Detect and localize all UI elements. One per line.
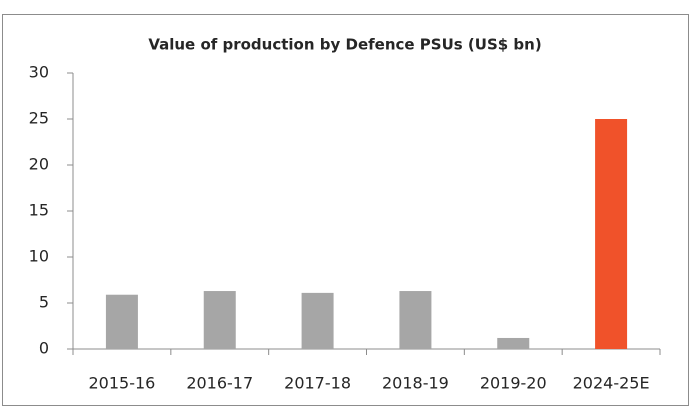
x-tick-label: 2018-19 (382, 374, 449, 393)
x-tick-label: 2024-25E (573, 374, 650, 393)
bar (497, 337, 530, 349)
x-tick-label: 2019-20 (480, 374, 547, 393)
bar (301, 292, 334, 349)
chart-border (2, 14, 689, 406)
y-tick-label: 10 (29, 247, 49, 266)
x-tick-label: 2016-17 (186, 374, 253, 393)
bar (105, 294, 138, 349)
bar (399, 291, 432, 349)
x-tick-label: 2017-18 (284, 374, 351, 393)
y-tick-label: 0 (39, 339, 49, 358)
chart-title: Value of production by Defence PSUs (US$… (148, 36, 541, 54)
y-tick-label: 15 (29, 201, 49, 220)
x-tick-label: 2015-16 (88, 374, 155, 393)
bar (595, 119, 628, 349)
y-tick-label: 20 (29, 155, 49, 174)
bar (203, 291, 236, 349)
y-tick-label: 25 (29, 109, 49, 128)
y-tick-label: 30 (29, 63, 49, 82)
y-tick-label: 5 (39, 293, 49, 312)
